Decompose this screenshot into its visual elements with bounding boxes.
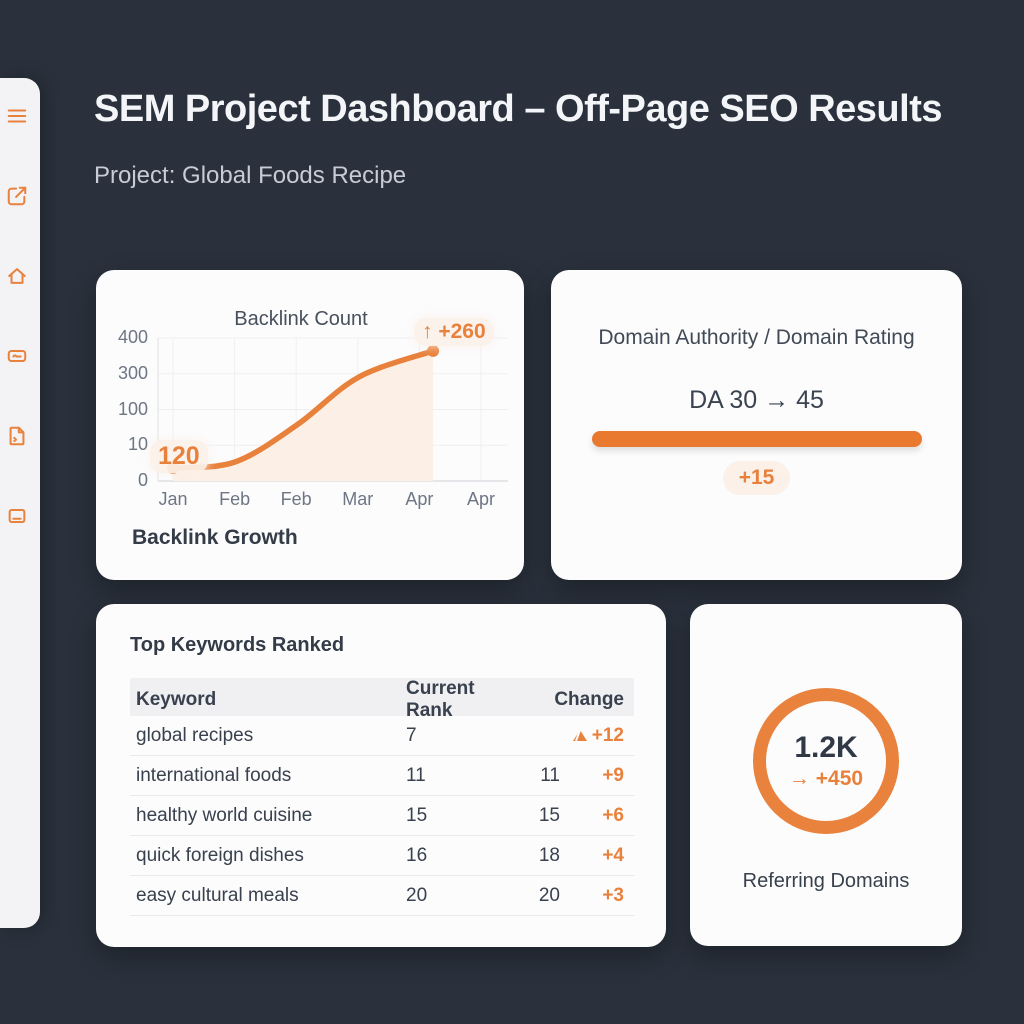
x-tick-label: Apr — [466, 489, 495, 509]
rank-up-icon — [572, 730, 587, 741]
keyword-cell: easy cultural meals — [136, 884, 299, 906]
domain-authority-card: Domain Authority / Domain Rating DA 30 →… — [551, 270, 962, 580]
current-rank-cell: 16 — [406, 844, 428, 866]
change-value: +9 — [602, 764, 624, 786]
y-tick-label: 10 — [127, 434, 148, 455]
current-rank-cell: 15 — [406, 804, 428, 826]
menu-icon[interactable] — [5, 104, 29, 128]
backlink-growth-label: Backlink Growth — [132, 526, 298, 549]
table-row: easy cultural meals 20 20 +3 — [130, 876, 634, 916]
change-cell: +9 — [560, 765, 634, 787]
change-value: +4 — [602, 844, 624, 866]
keyword-cell: quick foreign dishes — [136, 844, 304, 866]
table-row: global recipes 7 +12 — [130, 716, 634, 756]
referring-domains-change: → +450 — [789, 767, 863, 791]
referring-change-value: +450 — [815, 767, 864, 790]
domain-authority-bar — [591, 431, 922, 447]
keyword-column-header: Keyword — [136, 689, 217, 710]
x-tick-label: Feb — [219, 489, 251, 509]
project-subtitle: Project: Global Foods Recipe — [94, 162, 407, 189]
y-tick-label: 400 — [117, 327, 148, 347]
end-point — [427, 344, 440, 357]
backlink-growth-card: Backlink Count 120 ↑ +260 400 300 100 10 0 Ja… — [96, 270, 524, 580]
previous-rank-cell: 11 — [540, 764, 560, 786]
change-value: +6 — [602, 804, 624, 826]
keyword-cell: global recipes — [136, 724, 254, 746]
domain-change-badge: +15 — [722, 461, 791, 495]
backlink-chart-svg — [157, 337, 508, 482]
change-value: +12 — [591, 724, 624, 746]
change-value: +3 — [602, 884, 624, 906]
x-tick-label: Mar — [342, 489, 374, 509]
chart-end-annotation: ↑ +260 — [414, 318, 494, 346]
x-tick-label: Jan — [158, 489, 188, 509]
y-tick-label: 0 — [137, 470, 148, 490]
table-row: quick foreign dishes 16 18 +4 — [130, 836, 634, 876]
referring-domains-ring: 1.2K → +450 — [753, 688, 899, 834]
referring-domains-label: Referring Domains — [742, 870, 910, 892]
keyword-cell: international foods — [136, 764, 292, 786]
change-cell: +3 — [560, 885, 634, 907]
table-header: Keyword Current Rank Change — [130, 678, 634, 721]
x-tick-label: Apr — [405, 489, 434, 509]
backlink-chart: 120 ↑ +260 400 300 100 10 0 Jan Feb Feb Mar Apr Ap… — [118, 318, 508, 509]
keyword-cell: healthy world cuisine — [136, 804, 313, 826]
table-row: healthy world cuisine 15 15 +6 — [130, 796, 634, 836]
chart-end-change: +260 — [438, 320, 486, 343]
keywords-card-title: Top Keywords Ranked — [130, 634, 345, 656]
table-body: global recipes 7 +12 international foods 11 1… — [130, 716, 634, 916]
previous-rank-cell: 20 — [538, 884, 560, 906]
trend-line — [170, 348, 436, 471]
home-icon[interactable] — [5, 264, 29, 288]
chart-start-annotation: 120 — [150, 440, 208, 473]
referring-domains-card: 1.2K → +450 Referring Domains — [690, 604, 962, 946]
card-icon[interactable] — [5, 344, 29, 368]
y-tick-label: 100 — [117, 398, 148, 419]
domain-card-title: Domain Authority / Domain Rating — [598, 326, 915, 349]
previous-rank-cell: 18 — [538, 844, 560, 866]
right-arrow-icon: → — [788, 767, 810, 790]
y-tick-label: 300 — [117, 362, 148, 383]
change-cell: +6 — [560, 805, 634, 827]
previous-rank-cell: 15 — [538, 804, 560, 826]
change-cell: +4 — [560, 845, 634, 867]
top-keywords-card: Top Keywords Ranked Keyword Current Rank… — [96, 604, 666, 947]
current-rank-cell: 11 — [406, 764, 426, 786]
current-rank-column-header: Current Rank — [406, 678, 475, 721]
change-column-header: Change — [554, 689, 624, 710]
table-row: international foods 11 11 +9 — [130, 756, 634, 796]
chart-title: Backlink Count — [234, 308, 368, 330]
current-rank-cell: 20 — [406, 884, 428, 906]
sidebar — [0, 78, 40, 928]
change-cell: +12 — [560, 725, 634, 747]
file-icon[interactable] — [5, 424, 29, 448]
x-tick-label: Feb — [280, 489, 312, 509]
panel-icon[interactable] — [5, 504, 29, 528]
current-rank-cell: 7 — [406, 724, 417, 746]
up-arrow-icon: ↑ — [422, 320, 433, 343]
domain-authority-value: DA 30 → 45 — [689, 386, 824, 414]
area-fill — [173, 350, 434, 481]
referring-domains-value: 1.2K — [794, 731, 858, 764]
page-title: SEM Project Dashboard – Off-Page SEO Res… — [94, 88, 943, 130]
compose-icon[interactable] — [5, 184, 29, 208]
